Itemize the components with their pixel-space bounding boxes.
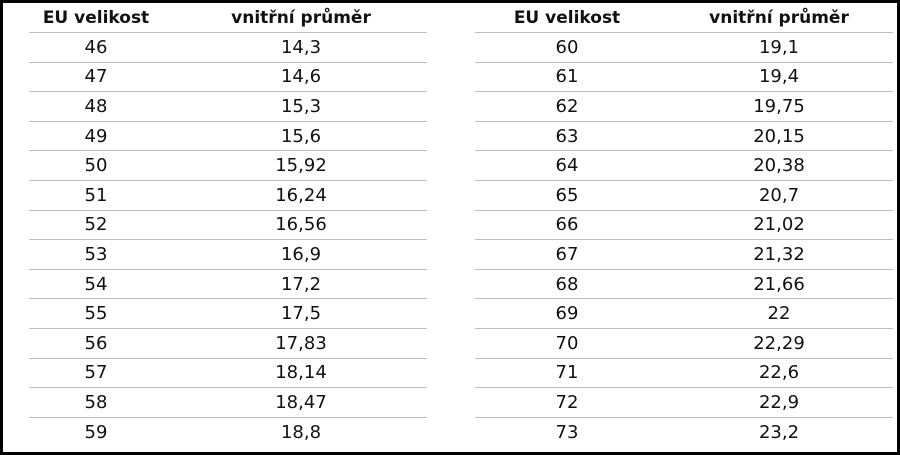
eu-size-cell: 50 [84,155,108,177]
diameter-cell: 20,38 [753,155,805,177]
diameter-cell: 17,83 [275,332,327,354]
diameter-cell: 17,2 [280,273,322,295]
eu-size-cell: 60 [555,36,579,58]
table-row: 54 17,2 [29,270,427,300]
eu-size-cell: 67 [555,243,579,265]
eu-size-cell: 49 [84,125,108,147]
eu-size-cell: 47 [84,66,108,88]
eu-size-cell: 52 [84,214,108,236]
table-row: 64 20,38 [475,151,893,181]
diameter-cell: 17,5 [280,303,322,325]
diameter-cell: 21,32 [753,243,805,265]
eu-size-cell: 64 [555,155,579,177]
table-row: 47 14,6 [29,63,427,93]
eu-size-cell: 58 [84,391,108,413]
header-cell: EU velikost [42,7,150,28]
eu-size-cell: 63 [555,125,579,147]
eu-size-cell: 55 [84,303,108,325]
diameter-cell: 16,24 [275,184,327,206]
eu-size-cell: 46 [84,36,108,58]
eu-size-cell: 66 [555,214,579,236]
table-row: 67 21,32 [475,240,893,270]
table-row: 58 18,47 [29,388,427,418]
table-row: 52 16,56 [29,211,427,241]
diameter-cell: 18,47 [275,391,327,413]
table-row: 46 14,3 [29,33,427,63]
table-row: 51 16,24 [29,181,427,211]
table-row: 63 20,15 [475,122,893,152]
table-row: 73 23,2 [475,418,893,448]
diameter-cell: 16,56 [275,214,327,236]
eu-size-cell: 71 [555,362,579,384]
diameter-cell: 19,75 [753,95,805,117]
size-table: EU velikost vnitřní průměr 46 14,3 47 14,6 48 1… [29,3,427,447]
table-row: 62 19,75 [475,92,893,122]
diameter-cell: 14,6 [280,66,322,88]
table-row: 60 19,1 [475,33,893,63]
eu-size-cell: 59 [84,422,108,444]
diameter-cell: 15,92 [275,155,327,177]
header-cell: EU velikost [513,7,621,28]
eu-size-cell: 65 [555,184,579,206]
eu-size-cell: 61 [555,66,579,88]
eu-size-cell: 53 [84,243,108,265]
diameter-cell: 20,15 [753,125,805,147]
diameter-cell: 22,29 [753,332,805,354]
diameter-cell: 16,9 [280,243,322,265]
eu-size-cell: 62 [555,95,579,117]
diameter-cell: 22,9 [758,391,800,413]
header-row: EU velikost vnitřní průměr [475,3,893,33]
eu-size-cell: 70 [555,332,579,354]
table-row: 66 21,02 [475,211,893,241]
table-row: 65 20,7 [475,181,893,211]
diameter-cell: 19,1 [758,36,800,58]
header-cell: vnitřní průměr [709,7,849,28]
table-row: 71 22,6 [475,359,893,389]
table-row: 59 18,8 [29,418,427,448]
table-row: 48 15,3 [29,92,427,122]
eu-size-cell: 69 [555,303,579,325]
eu-size-cell: 54 [84,273,108,295]
eu-size-cell: 51 [84,184,108,206]
table-row: 56 17,83 [29,329,427,359]
table-row: 50 15,92 [29,151,427,181]
eu-size-cell: 68 [555,273,579,295]
table-row: 68 21,66 [475,270,893,300]
table-row: 69 22 [475,299,893,329]
diameter-cell: 15,3 [280,95,322,117]
diameter-cell: 20,7 [758,184,800,206]
diameter-cell: 21,02 [753,214,805,236]
diameter-cell: 18,14 [275,362,327,384]
diameter-cell: 22 [767,303,791,325]
diameter-cell: 22,6 [758,362,800,384]
table-row: 57 18,14 [29,359,427,389]
diameter-cell: 15,6 [280,125,322,147]
diameter-cell: 18,8 [280,422,322,444]
table-row: 72 22,9 [475,388,893,418]
table-row: 70 22,29 [475,329,893,359]
diameter-cell: 21,66 [753,273,805,295]
header-cell: vnitřní průměr [231,7,371,28]
diameter-cell: 23,2 [758,422,800,444]
table-row: 49 15,6 [29,122,427,152]
eu-size-cell: 56 [84,332,108,354]
eu-size-cell: 73 [555,422,579,444]
eu-size-cell: 48 [84,95,108,117]
table-row: 61 19,4 [475,63,893,93]
table-row: 53 16,9 [29,240,427,270]
table-row: 55 17,5 [29,299,427,329]
eu-size-cell: 57 [84,362,108,384]
diameter-cell: 14,3 [280,36,322,58]
diameter-cell: 19,4 [758,66,800,88]
header-row: EU velikost vnitřní průměr [29,3,427,33]
eu-size-cell: 72 [555,391,579,413]
size-table: EU velikost vnitřní průměr 60 19,1 61 19,4 62 1… [475,3,893,447]
